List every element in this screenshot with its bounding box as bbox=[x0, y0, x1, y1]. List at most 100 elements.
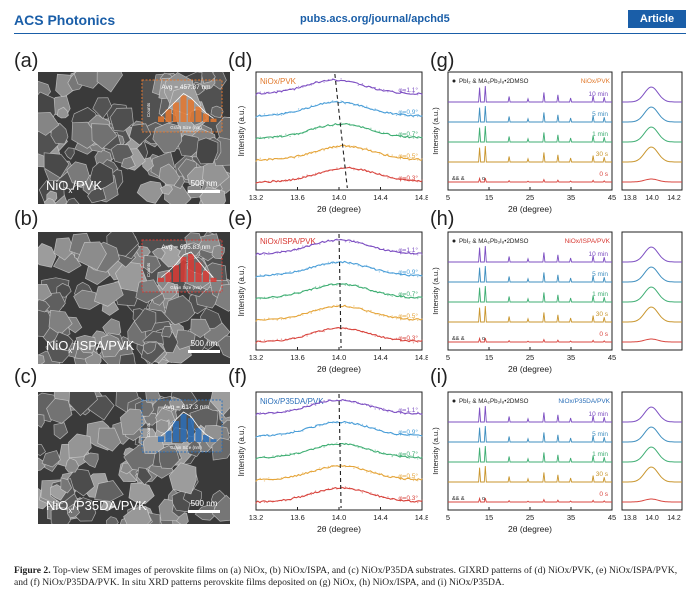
data-point bbox=[370, 427, 372, 429]
data-point bbox=[306, 130, 308, 133]
data-point bbox=[302, 472, 304, 474]
data-point bbox=[302, 314, 304, 316]
series-label: 5 min bbox=[592, 271, 608, 278]
series-line bbox=[448, 125, 612, 143]
panel-label-f: (f) bbox=[228, 366, 247, 388]
data-point bbox=[297, 271, 300, 273]
sem-grain bbox=[210, 392, 230, 416]
data-point bbox=[314, 309, 317, 311]
series-line bbox=[448, 145, 612, 163]
x-tick-label: 5 bbox=[446, 513, 450, 522]
inset-bar bbox=[158, 436, 164, 442]
data-point bbox=[336, 442, 338, 444]
data-point bbox=[259, 91, 261, 93]
data-point bbox=[293, 132, 295, 135]
panel-label-a: (a) bbox=[14, 50, 39, 72]
data-point bbox=[412, 179, 415, 181]
data-point bbox=[255, 320, 257, 322]
data-point bbox=[255, 182, 257, 185]
series-line bbox=[255, 327, 423, 344]
data-point bbox=[404, 434, 406, 436]
data-point bbox=[421, 456, 423, 458]
data-point bbox=[310, 128, 312, 130]
data-point bbox=[395, 476, 398, 478]
data-point bbox=[302, 335, 304, 337]
data-point bbox=[412, 455, 415, 457]
data-point bbox=[327, 328, 330, 330]
panel-label-g: (g) bbox=[430, 50, 455, 72]
data-point bbox=[327, 487, 330, 490]
data-point bbox=[395, 295, 398, 297]
x-tick-label: 14.0 bbox=[332, 513, 347, 522]
data-point bbox=[417, 159, 419, 161]
x-tick-label: 5 bbox=[446, 353, 450, 362]
data-point bbox=[323, 102, 325, 104]
series-line bbox=[255, 304, 423, 322]
data-point bbox=[408, 114, 410, 117]
data-point bbox=[285, 157, 287, 159]
data-point bbox=[395, 454, 398, 456]
data-point bbox=[353, 329, 355, 331]
data-point bbox=[323, 330, 325, 333]
data-point bbox=[310, 426, 312, 428]
data-point bbox=[285, 112, 287, 115]
sem-grain bbox=[158, 445, 180, 469]
data-point bbox=[370, 492, 372, 494]
data-point bbox=[383, 271, 385, 273]
sem-grain bbox=[66, 161, 90, 186]
sem-grain bbox=[41, 450, 61, 468]
series-label: 0 s bbox=[599, 171, 608, 178]
data-point bbox=[366, 424, 368, 427]
series-label: φ=0.9° bbox=[398, 108, 418, 116]
series-label: φ=0.3° bbox=[398, 494, 418, 502]
data-point bbox=[293, 179, 295, 181]
data-point bbox=[285, 338, 287, 340]
data-point bbox=[276, 433, 278, 435]
zoom-tick-label: 13.8 bbox=[623, 515, 637, 522]
series-label: φ=1.1° bbox=[398, 86, 418, 94]
data-point bbox=[370, 149, 372, 151]
zoom-tick-label: 14.0 bbox=[645, 195, 659, 202]
series-label: φ=0.9° bbox=[398, 268, 418, 276]
data-point bbox=[378, 496, 381, 498]
data-point bbox=[387, 316, 389, 318]
series-line bbox=[448, 405, 612, 423]
data-point bbox=[280, 180, 283, 183]
data-point bbox=[263, 91, 266, 94]
data-point bbox=[421, 478, 423, 480]
data-point bbox=[297, 430, 300, 432]
data-point bbox=[391, 433, 393, 435]
data-point bbox=[374, 86, 376, 89]
data-point bbox=[344, 261, 347, 263]
data-point bbox=[344, 103, 347, 105]
data-point bbox=[378, 291, 381, 294]
sem-grain bbox=[53, 422, 69, 440]
data-point bbox=[327, 283, 330, 286]
data-point bbox=[391, 90, 393, 92]
data-point bbox=[293, 89, 295, 91]
data-point bbox=[297, 496, 300, 498]
data-point bbox=[331, 328, 334, 330]
data-point bbox=[306, 174, 308, 176]
data-point bbox=[400, 274, 402, 276]
data-point bbox=[263, 137, 266, 140]
data-point bbox=[336, 399, 338, 401]
data-point bbox=[306, 494, 308, 497]
data-point bbox=[336, 327, 338, 329]
data-point bbox=[306, 267, 308, 269]
data-point bbox=[323, 307, 325, 310]
data-point bbox=[259, 136, 261, 138]
data-point bbox=[272, 297, 274, 300]
insitu-xrd-plot-h: 5 15 25 35 45 2θ (degree) Intensity (a.u.) PbI₂… bbox=[432, 231, 683, 374]
data-point bbox=[374, 151, 376, 153]
data-point bbox=[289, 317, 291, 319]
data-point bbox=[263, 434, 266, 436]
series-label: φ=0.3° bbox=[398, 334, 418, 342]
data-point bbox=[353, 81, 355, 83]
data-point bbox=[276, 135, 278, 137]
data-point bbox=[344, 466, 347, 468]
data-point bbox=[289, 476, 291, 478]
journal-url[interactable]: pubs.acs.org/journal/apchd5 bbox=[300, 13, 450, 25]
sem-grain bbox=[109, 107, 134, 132]
inset-bar bbox=[203, 435, 209, 442]
